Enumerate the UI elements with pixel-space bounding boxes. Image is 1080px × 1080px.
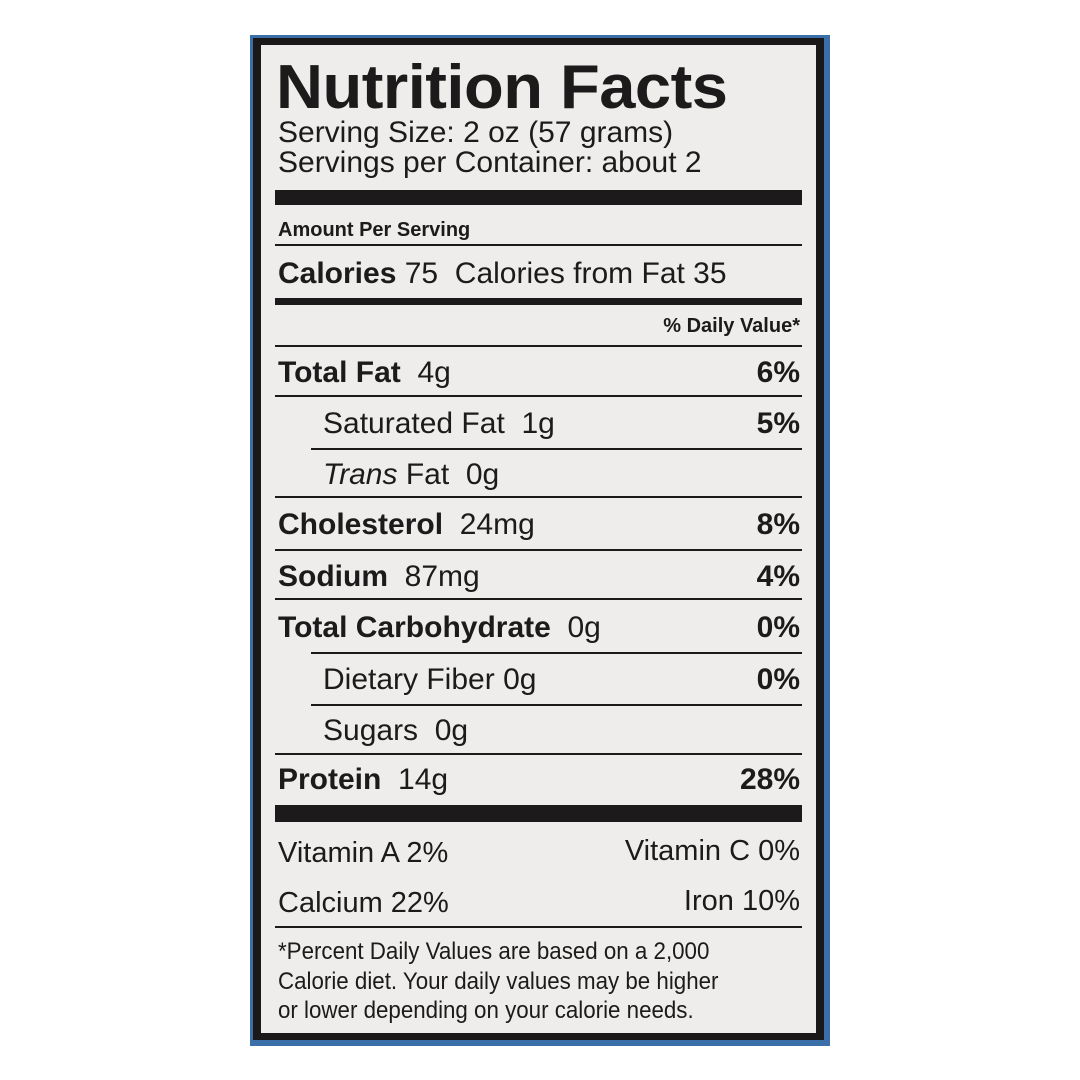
- daily-value-header: % Daily Value*: [663, 315, 800, 337]
- nutrient-label: Protein: [278, 763, 382, 796]
- iron: Iron 10%: [683, 885, 800, 917]
- calcium: Calcium 22%: [278, 887, 449, 919]
- footnote-line: or lower depending on your calorie needs…: [278, 997, 694, 1024]
- sugars-row: Sugars 0g: [323, 716, 468, 746]
- protein-row: Protein 14g: [278, 765, 448, 795]
- protein-dv: 28%: [739, 763, 800, 796]
- thick-divider: [275, 190, 802, 205]
- dietary-fiber-row: Dietary Fiber 0g: [323, 665, 536, 695]
- nutrient-amount: 0g: [434, 714, 469, 747]
- total-fat-dv: 6%: [756, 356, 800, 389]
- divider: [275, 753, 802, 755]
- sodium-row: Sodium 87mg: [278, 562, 480, 592]
- servings-per-container: Servings per Container: about 2: [278, 146, 702, 179]
- trans-fat-row: Trans Fat 0g: [323, 460, 499, 490]
- calories-value: 75: [404, 257, 439, 290]
- saturated-fat-dv: 5%: [756, 407, 800, 440]
- total-carbohydrate-dv: 0%: [756, 611, 800, 644]
- nutrient-label: Trans: [323, 458, 398, 491]
- vitamin-a: Vitamin A 2%: [278, 837, 449, 869]
- medium-divider: [275, 298, 802, 305]
- cholesterol-row: Cholesterol 24mg: [278, 510, 535, 540]
- nutrient-amount: 0g: [567, 611, 601, 644]
- label-title: Nutrition Facts: [276, 53, 728, 122]
- divider: [311, 704, 802, 706]
- nutrient-label-suffix: Fat: [405, 458, 450, 491]
- nutrient-label: Sodium: [278, 560, 388, 593]
- nutrition-facts-label: Nutrition Facts Serving Size: 2 oz (57 g…: [261, 45, 816, 1033]
- nutrient-amount: 14g: [398, 763, 449, 796]
- calories-row: Calories 75 Calories from Fat 35: [278, 259, 727, 289]
- nutrient-label: Dietary Fiber: [323, 663, 495, 696]
- divider: [311, 652, 802, 654]
- amount-per-serving: Amount Per Serving: [278, 219, 471, 241]
- divider: [275, 244, 802, 246]
- nutrient-label: Cholesterol: [278, 508, 444, 541]
- divider: [275, 345, 802, 347]
- divider: [275, 598, 802, 600]
- total-carbohydrate-row: Total Carbohydrate 0g: [278, 613, 601, 643]
- dietary-fiber-dv: 0%: [756, 663, 800, 696]
- nutrient-amount: 24mg: [459, 508, 535, 541]
- nutrient-amount: 0g: [503, 663, 537, 696]
- nutrient-amount: 1g: [521, 407, 555, 440]
- footnote-line: *Percent Daily Values are based on a 2,0…: [278, 938, 710, 965]
- nutrient-label: Sugars: [323, 714, 419, 747]
- divider: [275, 395, 802, 397]
- divider: [275, 549, 802, 551]
- nutrient-amount: 4g: [417, 356, 451, 389]
- nutrient-label: Total Carbohydrate: [278, 611, 551, 644]
- sodium-dv: 4%: [756, 560, 800, 593]
- vitamin-c: Vitamin C 0%: [624, 835, 800, 867]
- thick-divider: [275, 805, 802, 822]
- nutrient-label: Saturated Fat: [323, 407, 505, 440]
- nutrient-amount: 0g: [465, 458, 500, 491]
- divider: [275, 496, 802, 498]
- footnote-line: Calorie diet. Your daily values may be h…: [278, 968, 719, 995]
- divider: [275, 926, 802, 928]
- cholesterol-dv: 8%: [756, 508, 800, 541]
- saturated-fat-row: Saturated Fat 1g: [323, 409, 555, 439]
- total-fat-row: Total Fat 4g: [278, 358, 451, 388]
- calories-label: Calories: [278, 257, 397, 290]
- divider: [311, 448, 802, 450]
- calories-from-fat: Calories from Fat 35: [454, 257, 727, 290]
- serving-size: Serving Size: 2 oz (57 grams): [278, 116, 674, 149]
- nutrient-amount: 87mg: [404, 560, 480, 593]
- nutrient-label: Total Fat: [278, 356, 401, 389]
